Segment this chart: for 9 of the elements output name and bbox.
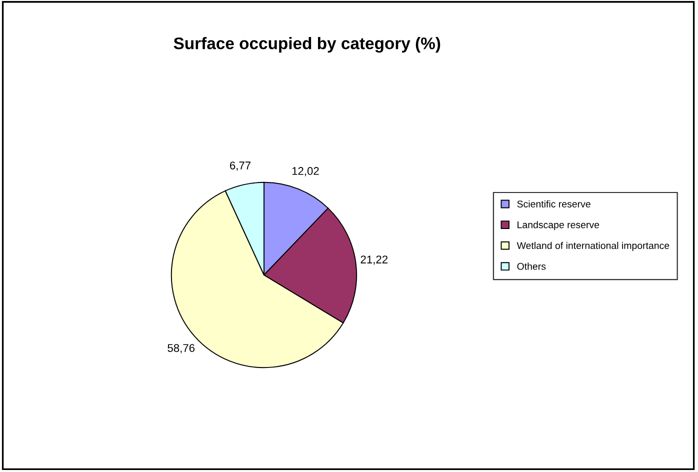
data-label: 6,77 — [230, 162, 251, 171]
legend-label: Wetland of international importance — [516, 242, 670, 251]
data-label: 12,02 — [292, 167, 319, 176]
chart-title: Surface occupied by category (%) — [174, 37, 440, 53]
legend-label: Scientific reserve — [517, 200, 590, 208]
legend-label: Landscape reserve — [518, 221, 600, 230]
data-label: 58,76 — [168, 344, 195, 354]
data-label: 21,22 — [360, 256, 388, 265]
legend-label: Others — [517, 262, 546, 270]
